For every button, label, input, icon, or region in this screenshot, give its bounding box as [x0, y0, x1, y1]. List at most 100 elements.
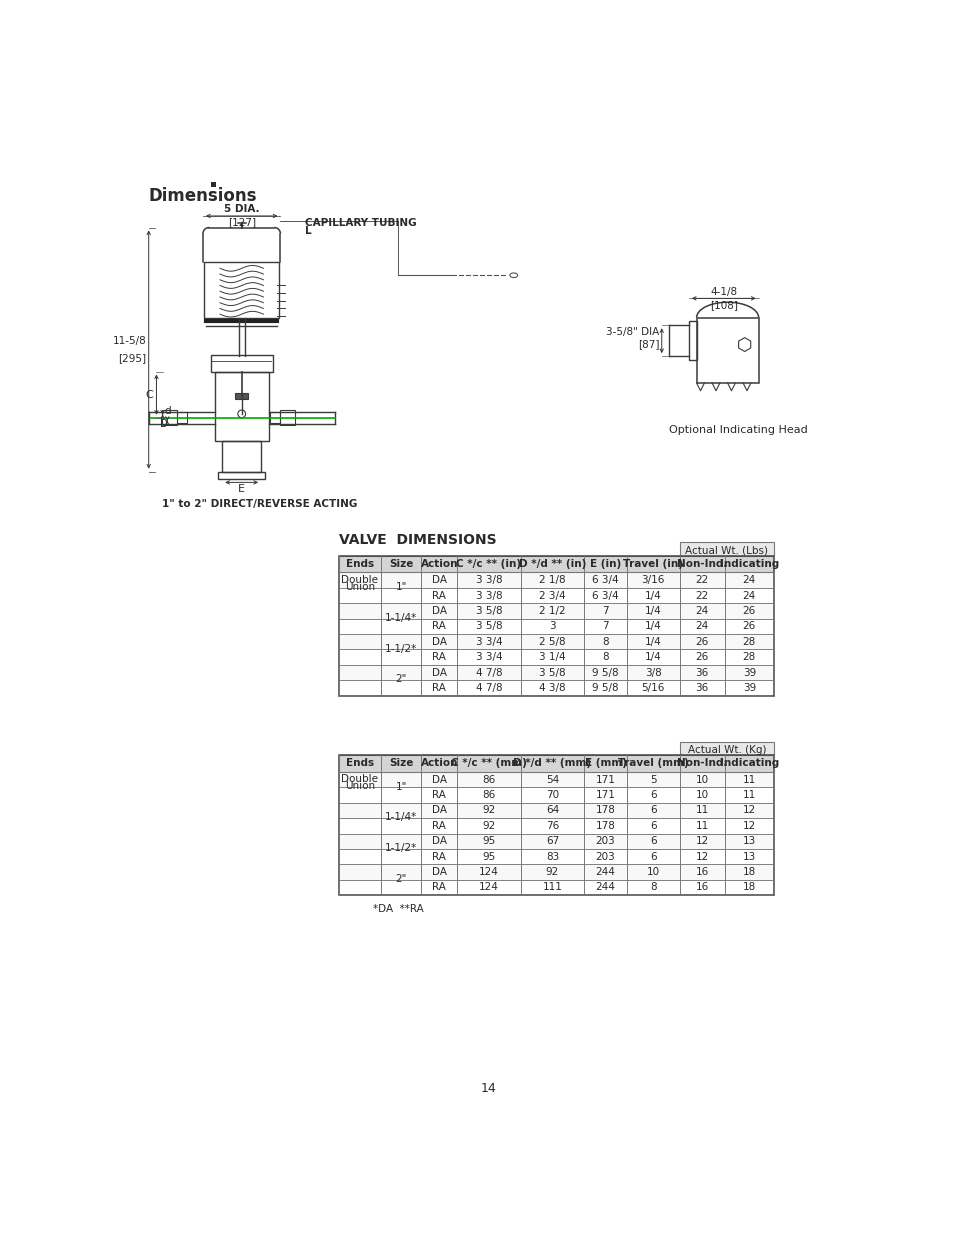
Text: 3/8: 3/8 — [644, 668, 661, 678]
Text: C: C — [146, 389, 153, 400]
Text: E: E — [238, 484, 245, 494]
Bar — [338, 588, 773, 603]
Text: 6 3/4: 6 3/4 — [592, 590, 618, 600]
Text: Non-Ind.: Non-Ind. — [676, 558, 726, 568]
Bar — [679, 742, 773, 755]
Text: 11: 11 — [742, 790, 755, 800]
Bar — [338, 818, 773, 834]
Bar — [204, 262, 278, 317]
Text: 13: 13 — [742, 836, 755, 846]
Text: 6: 6 — [649, 790, 656, 800]
Text: 111: 111 — [542, 882, 562, 893]
Text: 3 1/4: 3 1/4 — [538, 652, 565, 662]
Text: 3 3/4: 3 3/4 — [476, 652, 501, 662]
Text: *DA  **RA: *DA **RA — [373, 904, 424, 914]
Bar — [218, 472, 265, 479]
Bar — [338, 556, 773, 573]
Text: 3 3/8: 3 3/8 — [476, 590, 501, 600]
Text: RA: RA — [432, 852, 446, 862]
Bar — [688, 321, 696, 359]
Text: Double: Double — [341, 574, 378, 585]
Text: [127]: [127] — [228, 217, 255, 227]
Text: 2": 2" — [395, 674, 407, 684]
Text: [295]: [295] — [118, 353, 146, 363]
Bar — [279, 410, 294, 425]
Text: 26: 26 — [695, 637, 708, 647]
Bar — [338, 664, 773, 680]
Bar — [338, 680, 773, 695]
Text: 92: 92 — [482, 805, 495, 815]
Text: 26: 26 — [695, 652, 708, 662]
Text: Actual Wt. (Lbs): Actual Wt. (Lbs) — [684, 546, 767, 556]
Text: 124: 124 — [478, 882, 498, 893]
Text: Union: Union — [344, 582, 375, 592]
Text: 3: 3 — [549, 621, 556, 631]
Text: 10: 10 — [695, 774, 708, 784]
Text: 6: 6 — [649, 852, 656, 862]
Text: 11-5/8: 11-5/8 — [112, 336, 146, 346]
Text: Size: Size — [389, 758, 413, 768]
Text: 2 3/4: 2 3/4 — [538, 590, 565, 600]
Text: Indicating: Indicating — [719, 558, 779, 568]
Text: 18: 18 — [742, 867, 755, 877]
Text: 1" to 2" DIRECT/REVERSE ACTING: 1" to 2" DIRECT/REVERSE ACTING — [162, 499, 356, 509]
Text: 203: 203 — [595, 852, 615, 862]
Text: 1/4: 1/4 — [644, 590, 661, 600]
Text: 22: 22 — [695, 590, 708, 600]
Text: 22: 22 — [695, 576, 708, 585]
Text: 3-5/8" DIA: 3-5/8" DIA — [605, 327, 659, 337]
Text: 95: 95 — [482, 852, 495, 862]
Text: 24: 24 — [695, 621, 708, 631]
Text: 7: 7 — [601, 621, 608, 631]
Text: D */d ** (in): D */d ** (in) — [518, 558, 585, 568]
Text: RA: RA — [432, 621, 446, 631]
Text: 67: 67 — [545, 836, 558, 846]
Text: 24: 24 — [742, 576, 755, 585]
Bar — [214, 372, 269, 441]
Bar — [338, 619, 773, 634]
Bar — [338, 803, 773, 818]
Text: 3 5/8: 3 5/8 — [538, 668, 565, 678]
Text: 178: 178 — [595, 805, 615, 815]
Bar — [338, 573, 773, 588]
Text: 86: 86 — [482, 790, 495, 800]
Text: 11: 11 — [742, 774, 755, 784]
Text: 92: 92 — [482, 821, 495, 831]
Text: 36: 36 — [695, 668, 708, 678]
Text: 6: 6 — [649, 836, 656, 846]
Text: 1-1/4*: 1-1/4* — [385, 813, 417, 823]
Bar — [338, 772, 773, 787]
Text: 26: 26 — [742, 606, 755, 616]
Text: RA: RA — [432, 652, 446, 662]
Text: 2 1/8: 2 1/8 — [538, 576, 565, 585]
Text: D: D — [159, 419, 168, 430]
Text: DA: DA — [432, 805, 446, 815]
Ellipse shape — [509, 273, 517, 278]
Text: Indicating: Indicating — [719, 758, 779, 768]
Text: 244: 244 — [595, 882, 615, 893]
Text: Dimensions: Dimensions — [149, 186, 257, 205]
Text: 6: 6 — [649, 821, 656, 831]
Text: 54: 54 — [545, 774, 558, 784]
Text: 12: 12 — [742, 821, 755, 831]
Bar — [338, 755, 773, 772]
Text: 7: 7 — [601, 606, 608, 616]
Text: 12: 12 — [695, 836, 708, 846]
Text: 3/16: 3/16 — [640, 576, 664, 585]
Text: 5/16: 5/16 — [640, 683, 664, 693]
Text: 1/4: 1/4 — [644, 637, 661, 647]
Text: 1/4: 1/4 — [644, 652, 661, 662]
Bar — [338, 879, 773, 895]
Bar — [696, 317, 758, 383]
Text: [87]: [87] — [638, 340, 659, 350]
Text: Size: Size — [389, 558, 413, 568]
Text: 18: 18 — [742, 882, 755, 893]
Text: RA: RA — [432, 683, 446, 693]
Text: 244: 244 — [595, 867, 615, 877]
Bar — [338, 650, 773, 664]
Text: 3 5/8: 3 5/8 — [476, 606, 501, 616]
Text: 171: 171 — [595, 790, 615, 800]
Text: 64: 64 — [545, 805, 558, 815]
Text: Action: Action — [420, 558, 457, 568]
Text: 5: 5 — [649, 774, 656, 784]
